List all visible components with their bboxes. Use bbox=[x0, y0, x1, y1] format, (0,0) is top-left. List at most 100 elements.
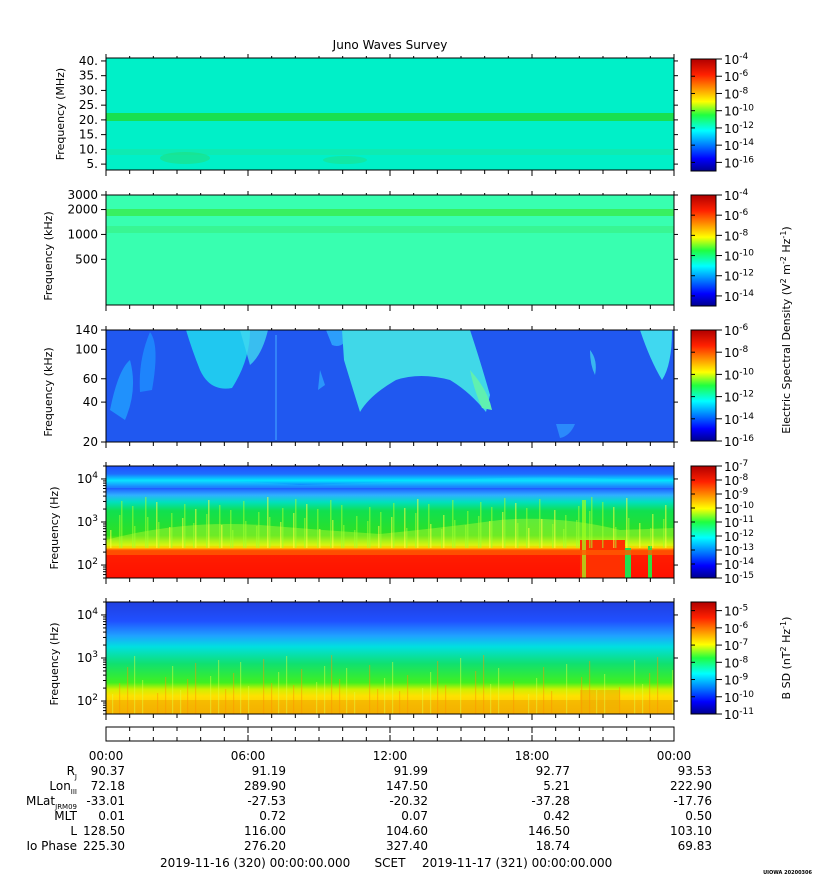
ephemeris-value: 91.99 bbox=[394, 764, 428, 778]
scet-start-label: 2019-11-16 (320) 00:00:00.000 bbox=[160, 856, 350, 870]
panel-5-streak bbox=[536, 678, 538, 714]
panel-5-streak bbox=[581, 677, 583, 714]
y-tick-label: 40. bbox=[79, 54, 98, 68]
panel-4-streak bbox=[184, 504, 186, 548]
colorbar-tick-label: 10-10 bbox=[724, 249, 754, 264]
ephemeris-value: 92.77 bbox=[536, 764, 570, 778]
panel-5-streak bbox=[392, 662, 394, 714]
panel-4-streak bbox=[306, 504, 308, 548]
panel-5-streak bbox=[672, 670, 674, 714]
panel-4-streak bbox=[232, 530, 234, 548]
panel-5-plot-area bbox=[106, 602, 674, 714]
panel-4-streak bbox=[147, 517, 149, 548]
magnetic-colorbar-label: B SD (nT2 Hz-1) bbox=[779, 617, 794, 700]
panel-4-streak bbox=[454, 520, 456, 548]
colorbar-tick-label: 10-15 bbox=[724, 571, 754, 586]
panel-4-streak bbox=[417, 499, 419, 548]
panel-4-streak bbox=[502, 512, 504, 548]
panel-4-ylabel: Frequency (Hz) bbox=[48, 487, 61, 570]
colorbar-tick-label: 10-12 bbox=[724, 390, 754, 405]
panel-4-streak bbox=[539, 499, 541, 548]
panel-4-streak bbox=[663, 519, 665, 548]
colorbar-tick-label: 10-4 bbox=[724, 52, 749, 67]
panel-1-patch bbox=[323, 156, 367, 164]
panel-5-streak bbox=[112, 694, 114, 714]
colorbar-tick-label: 10-4 bbox=[724, 188, 749, 203]
panel-4-streak bbox=[443, 515, 445, 548]
panel-4-streak bbox=[526, 508, 528, 548]
colorbar-tick-label: 10-8 bbox=[724, 228, 749, 243]
y-tick-label: 60 bbox=[83, 372, 98, 386]
panel-4-streak bbox=[369, 507, 371, 548]
panel-5-streak bbox=[180, 690, 182, 714]
panel-1-lower-band bbox=[106, 149, 674, 155]
colorbar-tick-label: 10-10 bbox=[724, 104, 754, 119]
ephemeris-value: 18.74 bbox=[536, 839, 570, 853]
panel-4-streak bbox=[304, 518, 306, 548]
panel-1-ylabel: Frequency (MHz) bbox=[54, 68, 67, 160]
colorbar-tick-label: 10-10 bbox=[724, 367, 754, 382]
panel-5-streak bbox=[286, 656, 288, 714]
panel-4-streak bbox=[465, 525, 467, 548]
ephemeris-value: 0.72 bbox=[259, 809, 286, 823]
panel-5-streak bbox=[278, 672, 280, 714]
panel-5-streak bbox=[475, 671, 477, 714]
ephemeris-value: 0.07 bbox=[401, 809, 428, 823]
colorbar-tick-label: 10-7 bbox=[724, 638, 748, 653]
panel-4-streak bbox=[169, 527, 171, 548]
panel-5-streak bbox=[657, 657, 659, 714]
panel-4-streak bbox=[182, 518, 184, 548]
panel-5-colorbar bbox=[690, 601, 717, 715]
panel-4-streak bbox=[330, 500, 332, 548]
panel-5-streak bbox=[134, 656, 136, 714]
panel-5-streak bbox=[301, 669, 303, 714]
panel-4-streak bbox=[404, 508, 406, 548]
panel-5-streak bbox=[331, 655, 333, 714]
panel-4-streak bbox=[591, 497, 593, 548]
panel-4-y-axis: 104 103 102 bbox=[77, 462, 678, 584]
panel-5-colorbar-ticks: 10-5 10-6 10-7 10-8 10-9 10-10 10-11 bbox=[691, 604, 754, 722]
panel-4-streak bbox=[295, 499, 297, 548]
colorbar-tick-label: 10-6 bbox=[724, 621, 749, 636]
panel-5-streak bbox=[596, 690, 598, 714]
y-tick-label: 20 bbox=[83, 435, 98, 449]
panel-4-streak bbox=[650, 528, 652, 548]
panel-4-streak bbox=[121, 501, 123, 548]
y-tick-label: 103 bbox=[77, 514, 98, 529]
colorbar-tick-label: 10-12 bbox=[724, 121, 754, 136]
panel-4-streak bbox=[467, 511, 469, 548]
panel-4-streak bbox=[552, 524, 554, 548]
ephemeris-value: -27.53 bbox=[247, 794, 286, 808]
panel-5-streak bbox=[430, 672, 432, 714]
ephemeris-value: 327.40 bbox=[386, 839, 428, 853]
panel-4-streak bbox=[206, 514, 208, 548]
panel-4-streak bbox=[676, 510, 678, 548]
ephemeris-value: 0.01 bbox=[98, 809, 125, 823]
colorbar-tick-label: 10-14 bbox=[724, 412, 754, 427]
panel-4-streak bbox=[480, 502, 482, 548]
panel-1-emission-band bbox=[106, 113, 674, 121]
colorbar-tick-label: 10-9 bbox=[724, 487, 749, 502]
ephemeris-value: 5.21 bbox=[543, 779, 570, 793]
colorbar-tick-label: 10-11 bbox=[724, 515, 754, 530]
panel-5-streak bbox=[195, 663, 197, 714]
panel-4-streak bbox=[478, 516, 480, 548]
panel-5-streak bbox=[233, 673, 235, 714]
colorbar-tick-label: 10-14 bbox=[724, 557, 754, 572]
panel-5-streak bbox=[324, 666, 326, 714]
panel-4-streak bbox=[208, 500, 210, 548]
panel-4-streak bbox=[563, 529, 565, 548]
panel-5-streak bbox=[377, 689, 379, 714]
panel-5-streak bbox=[293, 685, 295, 714]
ephemeris-value: 276.20 bbox=[244, 839, 286, 853]
panel-4-streak bbox=[132, 506, 134, 548]
y-tick-label: 30. bbox=[79, 83, 98, 97]
panel-3-colorbar bbox=[690, 329, 717, 442]
colorbar-tick-label: 10-8 bbox=[724, 473, 749, 488]
panel-5-streak bbox=[399, 691, 401, 714]
panel-5-streak bbox=[142, 680, 144, 714]
panel-4-streak bbox=[415, 513, 417, 548]
panel-5-streak bbox=[384, 678, 386, 714]
